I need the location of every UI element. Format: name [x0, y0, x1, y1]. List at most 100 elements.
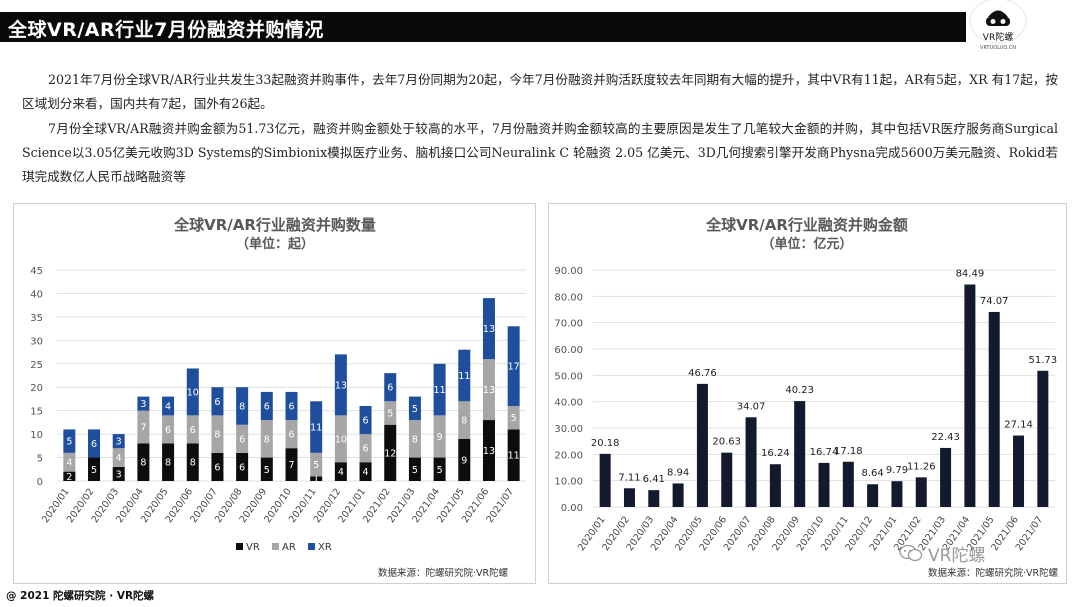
bar-ar-17 — [482, 359, 495, 421]
bar-vr-7 — [236, 452, 249, 481]
data-label-xr-17: 13 — [483, 324, 495, 335]
bar-7 — [769, 464, 781, 507]
y-tick-label-2: 10 — [30, 430, 43, 441]
chart-subtitle: （单位：起） — [236, 236, 314, 252]
bar-xr-1 — [88, 429, 101, 458]
bar-ar-2 — [112, 448, 125, 467]
data-label-xr-16: 11 — [458, 371, 470, 382]
bar-vr-18 — [507, 429, 520, 481]
chart-amount-source: 数据来源：陀螺研究院·VR陀螺 — [928, 568, 1059, 579]
bar-ar-5 — [186, 415, 199, 444]
bar-4 — [696, 383, 708, 507]
data-label-4: 46.76 — [688, 368, 717, 379]
data-label-12: 9.79 — [886, 465, 908, 476]
y-tick-label-7: 70.00 — [554, 319, 583, 330]
y-tick-label-0: 0 — [37, 477, 43, 488]
logo-subtitle: VRTUOLUO.CN — [980, 45, 1016, 51]
bar-vr-1 — [88, 457, 101, 481]
chart-panel-count: 全球VR/AR行业融资并购数量 （单位：起） 0 5 10 15 20 25 30 35 40 45 2… — [13, 203, 536, 584]
data-label-1: 7.11 — [618, 472, 640, 483]
data-label-14: 22.43 — [931, 432, 960, 443]
bar-xr-5 — [186, 368, 199, 416]
data-label-vr-1: 5 — [91, 465, 97, 476]
legend-swatch-xr — [308, 543, 315, 550]
title-bar: 全球VR/AR行业7月份融资并购情况 — [0, 12, 966, 42]
bar-ar-12 — [359, 434, 372, 463]
bar-ar-6 — [211, 415, 224, 453]
chart-title: 全球VR/AR行业融资并购数量 — [173, 216, 376, 234]
bar-vr-2 — [112, 466, 125, 481]
data-label-vr-8: 5 — [264, 465, 270, 476]
data-label-ar-2: 4 — [116, 453, 122, 464]
bar-15 — [964, 284, 976, 507]
bar-ar-8 — [260, 420, 273, 458]
paragraph-1-text: 2021年7月份全球VR/AR行业共发生33起融资并购事件，去年7月份同期为20… — [22, 72, 1059, 111]
data-label-0: 20.18 — [591, 438, 620, 449]
data-label-xr-9: 6 — [288, 401, 294, 412]
data-label-3: 8.94 — [667, 467, 689, 478]
data-label-8: 40.23 — [785, 385, 814, 396]
bar-xr-16 — [458, 349, 471, 402]
data-label-11: 8.64 — [861, 468, 883, 479]
bar-vr-14 — [408, 457, 421, 481]
data-label-vr-2: 3 — [116, 469, 122, 480]
bar-vr-6 — [211, 452, 224, 481]
chart-count-source: 数据来源：陀螺研究院·VR陀螺 — [378, 568, 509, 579]
data-label-xr-7: 8 — [239, 401, 245, 412]
data-label-vr-16: 9 — [461, 455, 467, 466]
bar-vr-4 — [162, 443, 175, 481]
data-label-xr-11: 13 — [335, 380, 347, 391]
data-label-vr-14: 5 — [412, 465, 418, 476]
data-label-xr-14: 5 — [412, 404, 418, 415]
data-label-xr-15: 11 — [434, 385, 446, 396]
bar-ar-11 — [334, 415, 347, 463]
data-label-vr-17: 13 — [483, 446, 495, 457]
watermark: VR陀螺 — [928, 546, 986, 566]
bar-xr-15 — [433, 363, 446, 416]
bar-ar-3 — [137, 410, 150, 444]
data-label-6: 34.07 — [737, 401, 766, 412]
data-label-ar-0: 4 — [66, 458, 72, 469]
data-label-vr-7: 6 — [239, 462, 245, 473]
bar-ar-7 — [236, 424, 249, 453]
data-label-vr-11: 4 — [338, 467, 344, 478]
bar-vr-13 — [384, 424, 397, 481]
data-label-13: 11.26 — [907, 461, 936, 472]
bar-vr-10 — [310, 476, 323, 481]
bar-1 — [623, 488, 635, 507]
data-label-ar-3: 7 — [140, 423, 146, 434]
bar-xr-9 — [285, 391, 298, 421]
bar-0 — [599, 453, 611, 507]
data-label-16: 74.07 — [980, 296, 1009, 307]
data-label-ar-5: 6 — [190, 425, 196, 436]
data-label-5: 20.63 — [712, 437, 741, 448]
data-label-ar-18: 5 — [511, 413, 517, 424]
bar-xr-18 — [507, 326, 520, 406]
legend-swatch-ar — [272, 543, 279, 550]
bar-12 — [891, 481, 903, 507]
bar-vr-11 — [334, 462, 347, 481]
y-tick-label-5: 50.00 — [554, 371, 583, 382]
legend-swatch-vr — [236, 543, 243, 550]
data-label-ar-14: 8 — [412, 434, 418, 445]
bar-ar-15 — [433, 415, 446, 458]
bar-3 — [672, 483, 684, 507]
data-label-vr-15: 5 — [437, 465, 443, 476]
data-label-vr-3: 8 — [140, 458, 146, 469]
bar-9 — [818, 462, 830, 507]
data-label-xr-6: 6 — [214, 397, 220, 408]
y-tick-label-3: 30.00 — [554, 424, 583, 435]
bar-18 — [1037, 370, 1049, 507]
bar-xr-4 — [162, 396, 175, 416]
y-tick-label-9: 90.00 — [554, 266, 583, 277]
bar-vr-3 — [137, 443, 150, 481]
data-label-10: 17.18 — [834, 446, 863, 457]
bar-vr-15 — [433, 457, 446, 481]
footer-copyright: @ 2021 陀螺研究院 · VR陀螺 — [6, 590, 155, 602]
bar-xr-10 — [310, 401, 323, 453]
bar-ar-16 — [458, 401, 471, 439]
data-label-vr-4: 8 — [165, 458, 171, 469]
y-tick-label-4: 40.00 — [554, 398, 583, 409]
bar-11 — [867, 484, 879, 507]
y-tick-label-8: 40 — [30, 289, 43, 300]
